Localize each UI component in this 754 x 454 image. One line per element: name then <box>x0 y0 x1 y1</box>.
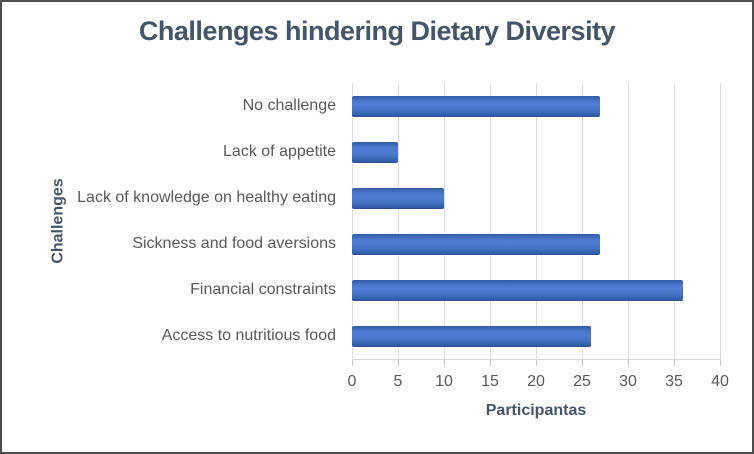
chart-title: Challenges hindering Dietary Diversity <box>138 16 616 46</box>
axis-tick <box>352 359 353 366</box>
bar <box>352 95 601 117</box>
category-label: Lack of appetite <box>223 143 336 160</box>
axis-tick <box>582 359 583 366</box>
gridline <box>352 83 353 359</box>
bar <box>352 187 444 209</box>
category-label: Lack of knowledge on healthy eating <box>77 189 336 206</box>
x-axis-title: Participantas <box>485 402 587 419</box>
axis-tick <box>536 359 537 366</box>
y-axis-title-text: Challenges <box>50 178 68 264</box>
bar <box>352 141 398 163</box>
x-tick-label: 25 <box>573 373 591 390</box>
x-tick-label: 40 <box>711 373 729 390</box>
category-label: Financial constraints <box>190 281 336 298</box>
gridline <box>674 83 675 359</box>
category-label: No challenge <box>242 97 336 114</box>
gridline <box>444 83 445 359</box>
x-tick-label: 10 <box>435 373 453 390</box>
x-tick-label: 5 <box>393 373 403 390</box>
gridline <box>490 83 491 359</box>
axis-tick <box>674 359 675 366</box>
category-label: Access to nutritious food <box>161 327 336 344</box>
gridline <box>582 83 583 359</box>
gridline <box>536 83 537 359</box>
gridline <box>720 83 721 359</box>
x-axis-line <box>352 359 720 360</box>
x-tick-label: 35 <box>665 373 683 390</box>
axis-tick <box>444 359 445 366</box>
axis-tick <box>490 359 491 366</box>
x-tick-label: 0 <box>347 373 357 390</box>
gridline <box>398 83 399 359</box>
gridline <box>628 83 629 359</box>
bar <box>352 233 601 255</box>
x-tick-label: 15 <box>481 373 499 390</box>
bar <box>352 325 592 347</box>
category-label: Sickness and food aversions <box>132 235 336 252</box>
x-tick-label: 30 <box>619 373 637 390</box>
axis-tick <box>628 359 629 366</box>
axis-tick <box>720 359 721 366</box>
x-tick-label: 20 <box>527 373 545 390</box>
bar <box>352 279 684 301</box>
axis-tick <box>398 359 399 366</box>
